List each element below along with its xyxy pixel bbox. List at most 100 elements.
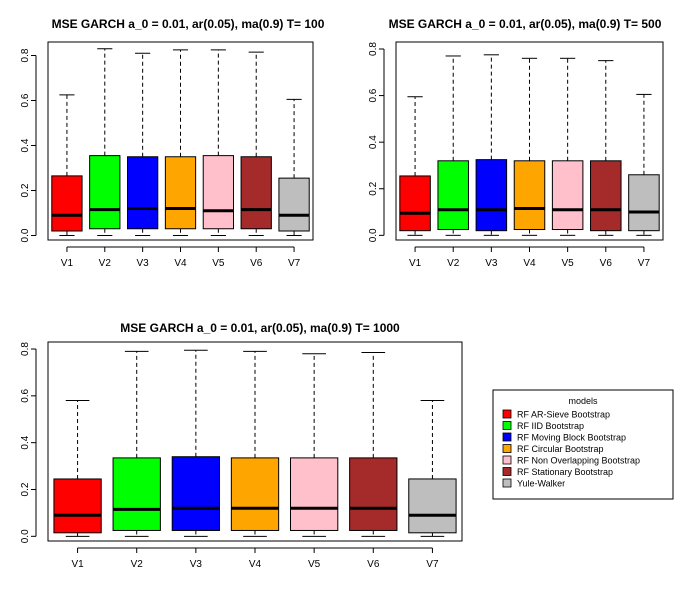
legend-swatch — [502, 421, 512, 430]
box-body — [590, 160, 622, 232]
legend-swatch — [502, 455, 512, 465]
x-tick-label: V6 — [367, 559, 380, 570]
box-v3 — [475, 54, 508, 236]
legend-box — [492, 389, 674, 500]
box-v3 — [127, 52, 159, 236]
box-v7 — [408, 400, 457, 537]
x-tick-label: V3 — [190, 559, 203, 570]
y-tick-label: 0.4 — [20, 138, 31, 152]
legend-item: Yule-Walker — [502, 479, 565, 489]
y-tick-label: 0.0 — [20, 228, 31, 242]
y-tick-label: 0.6 — [20, 388, 31, 402]
chart-panel-3: MSE GARCH a_0 = 0.01, ar(0.05), ma(0.9) … — [20, 321, 463, 570]
y-tick-label: 0.6 — [20, 93, 31, 107]
x-tick-label: V1 — [71, 559, 84, 570]
box-body — [289, 457, 339, 531]
box-body — [437, 160, 469, 231]
box-body — [171, 456, 221, 531]
box-v3 — [171, 349, 221, 537]
y-tick-label: 0.2 — [368, 181, 379, 195]
box-body — [51, 175, 83, 232]
legend-label: RF Circular Bootstrap — [517, 444, 604, 454]
box-body — [230, 457, 280, 531]
x-tick-label: V5 — [308, 559, 321, 570]
x-tick-label: V6 — [250, 258, 263, 269]
legend-label: RF Stationary Bootstrap — [517, 467, 613, 477]
y-tick-label: 0.2 — [20, 183, 31, 197]
box-v1 — [399, 96, 431, 236]
x-tick-label: V4 — [523, 258, 536, 269]
box-v7 — [278, 98, 310, 236]
legend-swatch — [502, 467, 512, 476]
x-tick-label: V3 — [137, 258, 150, 269]
legend-title: models — [568, 396, 598, 406]
y-tick-label: 0.8 — [20, 342, 31, 356]
chart-title: MSE GARCH a_0 = 0.01, ar(0.05), ma(0.9) … — [52, 17, 325, 31]
box-body — [408, 478, 457, 534]
box-body — [513, 160, 546, 231]
x-tick-label: V3 — [485, 258, 498, 269]
box-v2 — [437, 55, 469, 236]
y-tick-label: 0.8 — [20, 48, 31, 62]
box-body — [551, 160, 584, 231]
box-body — [628, 174, 660, 232]
box-body — [399, 175, 431, 232]
x-tick-label: V2 — [447, 258, 460, 269]
box-body — [89, 155, 121, 230]
x-tick-label: V1 — [409, 258, 422, 269]
legend-swatch — [502, 444, 512, 453]
chart-title: MSE GARCH a_0 = 0.01, ar(0.05), ma(0.9) … — [389, 17, 662, 31]
legend-label: Yule-Walker — [517, 479, 565, 489]
x-tick-label: V7 — [288, 258, 301, 269]
box-body — [127, 156, 159, 230]
legend-item: RF Stationary Bootstrap — [502, 467, 613, 477]
box-v2 — [89, 48, 121, 236]
box-body — [278, 177, 310, 232]
box-body — [202, 155, 234, 230]
box-v7 — [628, 93, 660, 236]
legend-item: RF Non Overlapping Bootstrap — [502, 455, 640, 466]
legend-label: RF AR-Sieve Bootstrap — [517, 410, 610, 420]
y-tick-label: 0.4 — [368, 135, 379, 149]
plot-frame — [47, 341, 463, 542]
box-v6 — [240, 51, 272, 236]
box-v1 — [53, 400, 102, 537]
box-body — [349, 457, 398, 531]
box-body — [164, 156, 197, 230]
box-v1 — [51, 94, 83, 236]
box-body — [475, 159, 508, 232]
x-tick-label: V2 — [131, 559, 144, 570]
x-tick-label: V5 — [562, 258, 575, 269]
box-v5 — [551, 57, 584, 236]
box-v2 — [112, 350, 161, 537]
x-tick-label: V7 — [426, 559, 439, 570]
chart-panel-1: MSE GARCH a_0 = 0.01, ar(0.05), ma(0.9) … — [20, 17, 325, 269]
box-body — [240, 156, 272, 230]
box-v6 — [590, 60, 622, 236]
box-v4 — [230, 350, 280, 537]
legend-item: RF IID Bootstrap — [502, 421, 584, 431]
y-tick-label: 0.4 — [20, 435, 31, 449]
plot-frame — [47, 41, 314, 241]
x-tick-label: V7 — [638, 258, 651, 269]
y-tick-label: 0.2 — [20, 482, 31, 496]
chart-title: MSE GARCH a_0 = 0.01, ar(0.05), ma(0.9) … — [120, 321, 400, 335]
x-tick-label: V6 — [600, 258, 613, 269]
chart-panel-2: MSE GARCH a_0 = 0.01, ar(0.05), ma(0.9) … — [368, 17, 664, 269]
legend-item: RF Circular Bootstrap — [502, 444, 604, 454]
legend-item: RF AR-Sieve Bootstrap — [502, 409, 610, 420]
y-tick-label: 0.0 — [20, 529, 31, 543]
y-tick-label: 0.0 — [368, 228, 379, 242]
legend-swatch — [502, 409, 512, 419]
legend-label: RF Moving Block Bootstrap — [517, 433, 626, 443]
x-tick-label: V4 — [174, 258, 187, 269]
y-tick-label: 0.8 — [368, 42, 379, 56]
box-v5 — [202, 49, 234, 236]
x-tick-label: V4 — [249, 559, 262, 570]
box-v4 — [164, 49, 197, 236]
legend-label: RF IID Bootstrap — [517, 421, 584, 431]
box-body — [112, 457, 161, 531]
box-body — [53, 478, 102, 534]
x-tick-label: V5 — [212, 258, 225, 269]
